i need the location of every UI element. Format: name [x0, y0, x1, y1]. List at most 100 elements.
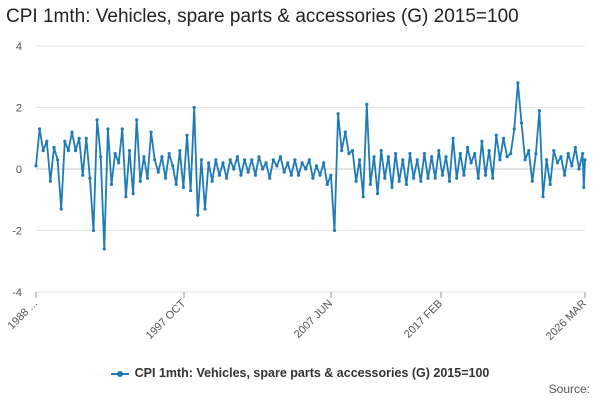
data-point: [275, 164, 279, 168]
data-point: [480, 139, 484, 143]
data-point: [235, 155, 239, 159]
data-point: [318, 173, 322, 177]
data-point: [160, 155, 164, 159]
data-point: [196, 213, 200, 217]
data-point: [386, 155, 390, 159]
data-point: [332, 228, 337, 233]
data-point: [311, 176, 315, 180]
data-point: [192, 105, 196, 110]
x-tick-label: 2026 MAR: [544, 298, 589, 343]
data-point: [501, 136, 506, 140]
data-point: [545, 158, 549, 162]
data-point: [124, 195, 128, 199]
data-point: [127, 149, 132, 153]
data-point: [296, 173, 301, 177]
data-point: [563, 173, 567, 177]
data-point: [530, 179, 534, 183]
chart-title: CPI 1mth: Vehicles, spare parts & access…: [6, 6, 519, 27]
data-point: [476, 176, 480, 180]
data-point: [505, 155, 509, 159]
data-point: [415, 158, 419, 162]
y-tick-label: -2: [12, 226, 22, 238]
data-point: [473, 152, 477, 156]
data-point: [422, 152, 426, 156]
data-point: [401, 158, 405, 162]
data-point: [340, 149, 344, 153]
data-point: [534, 152, 538, 156]
x-tick-label: 1997 OCT: [144, 297, 189, 342]
data-point: [88, 176, 92, 180]
data-point: [293, 158, 297, 162]
data-point: [207, 161, 211, 165]
data-point: [581, 152, 585, 156]
data-point: [120, 127, 124, 131]
data-point: [246, 170, 250, 174]
data-point: [483, 173, 488, 177]
data-point: [232, 167, 236, 171]
data-point: [523, 158, 527, 162]
data-point: [559, 155, 563, 159]
data-point: [347, 152, 351, 156]
data-point: [582, 185, 586, 189]
data-point: [516, 81, 520, 85]
data-point: [217, 173, 221, 177]
data-point: [163, 176, 168, 180]
data-point: [509, 152, 513, 156]
data-point: [570, 164, 574, 168]
data-point: [221, 161, 225, 165]
data-point: [552, 149, 556, 153]
data-point: [397, 179, 401, 183]
data-point: [239, 173, 243, 177]
data-point: [426, 176, 430, 180]
data-point: [566, 152, 570, 156]
data-point: [59, 207, 63, 211]
data-point: [487, 149, 491, 153]
data-point: [63, 139, 67, 143]
data-point: [537, 109, 542, 113]
data-point: [142, 155, 146, 159]
data-point: [354, 179, 358, 183]
data-point: [361, 195, 365, 199]
data-point: [189, 188, 193, 193]
data-point: [271, 158, 275, 162]
data-point: [447, 179, 452, 183]
data-point: [469, 161, 473, 165]
data-point: [430, 155, 434, 159]
data-point: [368, 182, 372, 186]
data-point: [95, 118, 99, 122]
data-point: [77, 136, 81, 140]
data-point: [358, 158, 362, 162]
data-point: [149, 130, 153, 134]
data-point: [70, 130, 74, 134]
data-point: [583, 158, 587, 162]
data-point: [304, 167, 308, 171]
chart-legend[interactable]: CPI 1mth: Vehicles, spare parts & access…: [0, 366, 600, 380]
data-point: [81, 173, 85, 177]
data-point: [437, 149, 441, 153]
data-point: [38, 127, 42, 131]
data-point: [419, 179, 423, 183]
data-point: [350, 149, 355, 153]
data-point: [171, 164, 175, 168]
data-point: [34, 164, 38, 168]
y-tick-label: 2: [16, 103, 22, 115]
data-point: [117, 161, 121, 165]
data-point: [138, 179, 142, 183]
data-point: [307, 158, 311, 162]
data-point: [325, 182, 329, 186]
data-point: [225, 176, 229, 180]
data-point: [48, 179, 53, 183]
data-point: [527, 149, 531, 153]
x-tick-label: 2007 JUN: [292, 298, 335, 341]
data-point: [498, 158, 502, 162]
legend-series-label: CPI 1mth: Vehicles, spare parts & access…: [134, 366, 490, 380]
data-point: [458, 152, 462, 156]
data-point: [494, 133, 498, 137]
data-point: [519, 121, 524, 125]
data-point: [440, 173, 444, 177]
data-point: [433, 176, 437, 180]
y-tick-label: 0: [16, 164, 22, 176]
data-point: [394, 152, 398, 156]
data-point: [491, 176, 495, 180]
